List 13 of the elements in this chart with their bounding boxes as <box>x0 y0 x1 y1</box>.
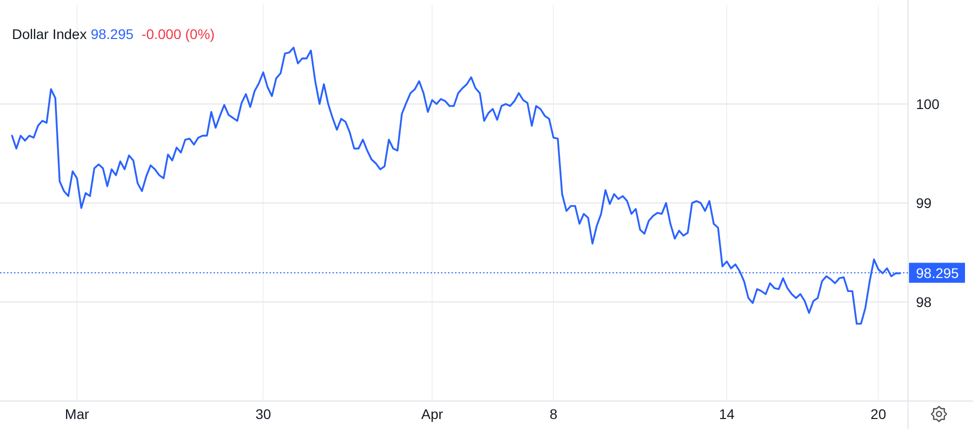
annotation: -0.000 (0%) <box>142 26 215 42</box>
x-tick-label: 20 <box>870 406 886 422</box>
y-tick-label: 98 <box>916 294 932 310</box>
y-tick-label: 99 <box>916 195 932 211</box>
y-tick-label: 100 <box>916 96 940 112</box>
x-tick-label: Mar <box>64 406 90 422</box>
ref-line-label: 98.295 <box>916 264 960 281</box>
x-tick-label: 30 <box>255 406 272 422</box>
x-tick-label: 14 <box>718 406 735 422</box>
x-tick-label: 8 <box>550 406 558 422</box>
text: Dollar Index <box>12 26 87 42</box>
x-tick-label: Apr <box>421 406 444 422</box>
annotation: 98.295 <box>90 26 134 42</box>
